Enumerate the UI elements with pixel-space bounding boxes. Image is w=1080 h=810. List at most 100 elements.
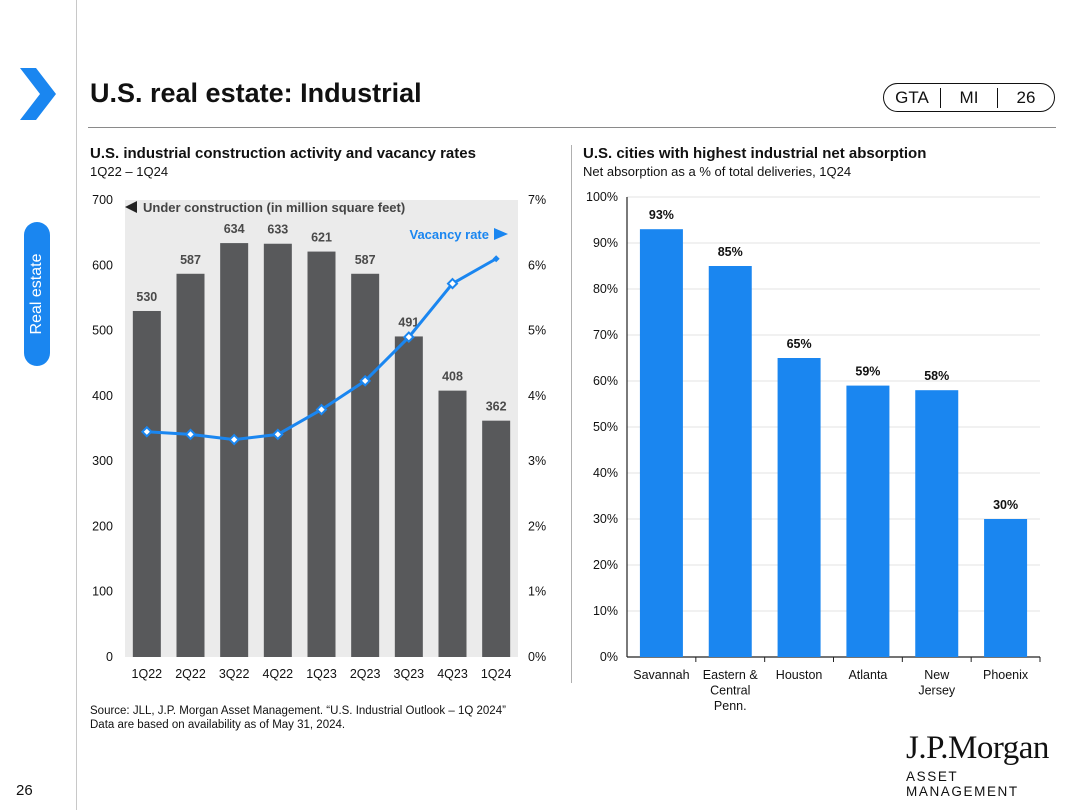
x-tick-label: Central: [710, 684, 750, 698]
x-tick-label: Penn.: [714, 699, 747, 713]
chevron-right-icon: [20, 68, 56, 120]
x-tick-label: 3Q22: [219, 667, 250, 681]
y-tick-left: 0: [106, 650, 113, 664]
bar-data-label: 587: [180, 253, 201, 267]
vacancy-rate-marker: [402, 331, 415, 344]
x-tick-label: New: [924, 668, 950, 682]
right-chart-subtitle: Net absorption as a % of total deliverie…: [583, 164, 852, 179]
bar-net-absorption: [846, 385, 890, 657]
x-tick-label: Houston: [776, 668, 823, 682]
y-tick-left: 100: [92, 585, 113, 599]
x-tick-label: 4Q22: [263, 667, 294, 681]
vacancy-rate-marker: [446, 277, 459, 290]
x-tick-label: Savannah: [633, 668, 689, 682]
bar-data-label: 634: [224, 222, 245, 236]
x-tick-label: Jersey: [918, 684, 956, 698]
header-rule: [88, 127, 1056, 128]
y-tick-right: 3%: [528, 454, 546, 468]
source-line-1: Source: JLL, J.P. Morgan Asset Managemen…: [90, 705, 506, 717]
bar-net-absorption: [639, 229, 683, 657]
bar-under-construction: [307, 251, 336, 657]
bar-under-construction: [220, 243, 249, 657]
bar-under-construction: [263, 243, 292, 657]
source-note: Source: JLL, J.P. Morgan Asset Managemen…: [90, 704, 506, 732]
bar-under-construction: [132, 310, 161, 657]
y-tick-left: 500: [92, 324, 113, 338]
badge-page-number: 26: [1016, 87, 1036, 107]
bar-data-label: 408: [442, 370, 463, 384]
y-tick-right: 6%: [528, 258, 546, 272]
x-tick-label: Eastern &: [703, 668, 759, 682]
vacancy-rate-marker: [140, 425, 153, 438]
bar-net-absorption: [984, 519, 1028, 657]
bar-data-label: 530: [136, 290, 157, 304]
bar-data-label: 621: [311, 231, 332, 245]
left-chart-subtitle: 1Q22 – 1Q24: [90, 164, 169, 179]
x-tick-label: 3Q23: [394, 667, 425, 681]
x-tick-label: 1Q22: [132, 667, 163, 681]
y-tick-left: 700: [92, 193, 113, 207]
y-tick-label: 20%: [593, 558, 618, 572]
y-tick-label: 50%: [593, 420, 618, 434]
section-tab-label: Real estate: [28, 253, 45, 335]
bar-net-absorption: [915, 390, 959, 657]
y-tick-right: 2%: [528, 519, 546, 533]
y-tick-label: 90%: [593, 236, 618, 250]
x-tick-label: Atlanta: [848, 668, 887, 682]
vacancy-rate-marker: [315, 403, 328, 416]
x-tick-label: 1Q23: [306, 667, 337, 681]
left-chart-title: U.S. industrial construction activity an…: [90, 145, 476, 162]
jpmorgan-logo: J.P.Morgan ASSET MANAGEMENT: [906, 730, 1058, 799]
vacancy-rate-marker: [492, 255, 500, 263]
vacancy-rate-marker: [184, 428, 197, 441]
source-line-2: Data are based on availability as of May…: [90, 719, 346, 731]
vacancy-rate-marker: [359, 374, 372, 387]
y-tick-label: 0%: [600, 650, 618, 664]
logo-subline: ASSET MANAGEMENT: [906, 769, 1019, 799]
x-tick-label: 1Q24: [481, 667, 512, 681]
bar-data-label: 93%: [649, 208, 674, 222]
x-tick-label: 2Q22: [175, 667, 206, 681]
vacancy-rate-marker: [228, 433, 241, 446]
y-tick-label: 100%: [586, 190, 618, 204]
chart-divider: [571, 145, 572, 683]
y-tick-left: 200: [92, 519, 113, 533]
x-tick-label: 2Q23: [350, 667, 381, 681]
vacancy-rate-marker: [271, 428, 284, 441]
y-tick-label: 80%: [593, 282, 618, 296]
logo-wordmark: J.P.Morgan: [906, 730, 1049, 766]
y-tick-left: 300: [92, 454, 113, 468]
bar-data-label: 587: [355, 253, 376, 267]
bar-under-construction: [482, 420, 511, 657]
bar-data-label: 633: [267, 223, 288, 237]
legend-arrow-left-icon: [125, 201, 137, 213]
bar-net-absorption: [708, 266, 752, 657]
badge-gta: GTA: [884, 87, 941, 108]
bar-data-label: 30%: [993, 498, 1018, 512]
y-tick-label: 30%: [593, 512, 618, 526]
page-number: 26: [16, 782, 33, 799]
y-tick-right: 7%: [528, 193, 546, 207]
bar-data-label: 59%: [855, 365, 880, 379]
construction-vacancy-chart: 0 100 200 300 400 500 600 700 0% 1% 2% 3% 4% 5% 6% 7% 53…: [92, 193, 546, 681]
section-tab-real-estate[interactable]: Real estate: [24, 222, 50, 366]
bar-data-label: 58%: [924, 369, 949, 383]
bar-under-construction: [176, 273, 205, 657]
badge-mi: MI: [941, 87, 998, 108]
y-tick-right: 1%: [528, 585, 546, 599]
y-tick-label: 70%: [593, 328, 618, 342]
bar-data-label: 85%: [718, 245, 743, 259]
legend-arrow-right-icon: [494, 228, 508, 240]
y-tick-left: 400: [92, 389, 113, 403]
page-title: U.S. real estate: Industrial: [90, 78, 422, 108]
bar-under-construction: [438, 390, 467, 657]
left-margin-rule: [76, 0, 77, 810]
page-badge: GTA MI 26: [883, 83, 1055, 112]
legend-vacancy-rate: Vacancy rate: [409, 227, 489, 242]
legend-under-construction: Under construction (in million square fe…: [143, 200, 405, 215]
right-chart-title: U.S. cities with highest industrial net …: [583, 145, 927, 162]
bar-data-label: 362: [486, 400, 507, 414]
y-tick-label: 60%: [593, 374, 618, 388]
bar-data-label: 65%: [787, 337, 812, 351]
x-tick-label: 4Q23: [437, 667, 468, 681]
